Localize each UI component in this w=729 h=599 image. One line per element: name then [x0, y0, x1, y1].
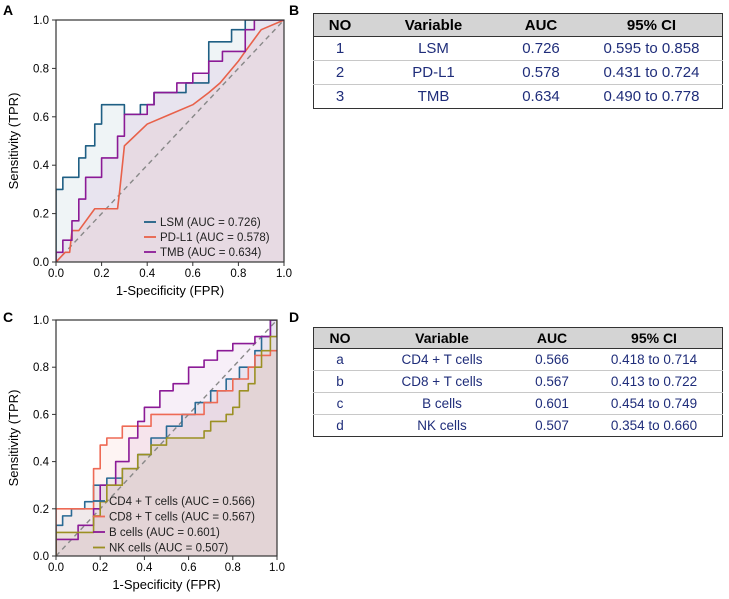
y-tick-label: 0.4	[33, 457, 50, 469]
header-auc: AUC	[518, 327, 586, 349]
cell-variable: CD8 + T cells	[366, 370, 518, 393]
y-tick-label: 0.0	[33, 551, 49, 563]
y-tick-label: 0.2	[33, 209, 49, 221]
cell-auc: 0.567	[518, 370, 586, 393]
legend-label-cd8: CD8 + T cells (AUC = 0.567)	[109, 512, 255, 524]
cell-no: 3	[335, 88, 345, 105]
panel-label-b: B	[289, 2, 300, 18]
y-tick-label: 0.2	[33, 504, 49, 516]
header-no: NO	[313, 13, 366, 37]
y-tick-label: 1.0	[33, 15, 49, 27]
x-tick-label: 0.0	[48, 268, 64, 280]
table-header-row: NO Variable AUC 95% CI	[313, 327, 723, 349]
cell-variable: NK cells	[417, 418, 467, 433]
x-tick-label: 0.2	[94, 268, 110, 280]
legend-label-bcells: B cells (AUC = 0.601)	[109, 527, 220, 539]
plot-frame	[55, 319, 278, 557]
cell-auc: 0.634	[522, 88, 560, 105]
cell-auc: 0.566	[518, 348, 586, 371]
cell-auc: 0.726	[501, 36, 581, 61]
x-tick-label: 0.8	[230, 268, 246, 280]
header-auc: AUC	[501, 13, 581, 37]
cell-auc: 0.507	[535, 418, 569, 433]
panel-label-d: D	[289, 309, 300, 325]
cell-ci: 0.354 to 0.660	[610, 418, 698, 433]
y-tick-label: 0.0	[33, 257, 49, 269]
legend-label-cd4: CD4 + T cells (AUC = 0.566)	[109, 496, 255, 508]
panel-label-c: C	[3, 309, 14, 325]
cell-variable: TMB	[417, 88, 450, 105]
y-axis-label: Sensitivity (TPR)	[6, 390, 21, 487]
table-row: b CD8 + T cells 0.567 0.413 to 0.722	[313, 370, 723, 393]
y-tick-label: 0.8	[33, 63, 49, 75]
y-tick-label: 0.4	[33, 160, 50, 172]
cell-ci: 0.490 to 0.778	[603, 88, 700, 105]
series-line-tmb	[56, 20, 284, 262]
x-tick-label: 0.0	[48, 562, 64, 574]
plot-area	[56, 320, 277, 556]
roc-chart-c: 0.0 0.2 0.4 0.6 0.8 1.0 0.0 0.2 0.4 0.6 0.8 1.0 1-Sp…	[6, 315, 285, 592]
legend-label-nk: NK cells (AUC = 0.507)	[109, 543, 228, 555]
roc-chart-a: 0.0 0.2 0.4 0.6 0.8 1.0 0.0 0.2 0.4 0.6 0.8 1.0 1-Sp…	[6, 15, 292, 298]
x-tick-label: 1.0	[269, 562, 285, 574]
x-tick-label: 0.6	[185, 268, 201, 280]
cell-ci: 0.418 to 0.714	[586, 348, 723, 371]
x-axis-label: 1-Specificity (FPR)	[116, 283, 224, 298]
table-header-row: NO Variable AUC 95% CI	[313, 13, 723, 37]
legend-label-pdl1: PD-L1 (AUC = 0.578)	[160, 232, 270, 244]
cell-no: a	[313, 348, 366, 371]
x-tick-label: 0.4	[136, 562, 153, 574]
y-tick-label: 0.8	[33, 362, 49, 374]
cell-ci: 0.431 to 0.724	[581, 60, 723, 85]
cell-ci: 0.413 to 0.722	[586, 370, 723, 393]
panel-label-a: A	[3, 2, 14, 18]
header-variable: Variable	[366, 327, 518, 349]
series-line-nk	[56, 320, 277, 556]
cell-variable: PD-L1	[366, 60, 501, 85]
cell-auc: 0.578	[501, 60, 581, 85]
cell-ci: 0.454 to 0.749	[586, 392, 723, 415]
y-tick-label: 0.6	[33, 409, 49, 421]
y-axis-label: Sensitivity (TPR)	[6, 93, 21, 190]
cell-variable: LSM	[366, 36, 501, 61]
table-row: 3 TMB 0.634 0.490 to 0.778	[314, 85, 723, 109]
diagonal-reference-line	[56, 20, 284, 262]
legend-label-tmb: TMB (AUC = 0.634)	[160, 247, 261, 259]
table-row: 2 PD-L1 0.578 0.431 to 0.724	[313, 60, 723, 85]
table-row: a CD4 + T cells 0.566 0.418 to 0.714	[313, 348, 723, 371]
x-tick-label: 1.0	[276, 268, 292, 280]
cell-variable: B cells	[366, 392, 518, 415]
header-ci: 95% CI	[586, 327, 723, 349]
cell-variable: CD4 + T cells	[366, 348, 518, 371]
legend-label-lsm: LSM (AUC = 0.726)	[160, 217, 261, 229]
cell-no: 1	[313, 36, 366, 61]
plot-frame	[55, 19, 285, 263]
table-row: c B cells 0.601 0.454 to 0.749	[313, 392, 723, 415]
cell-ci: 0.595 to 0.858	[581, 36, 723, 61]
header-ci: 95% CI	[581, 13, 723, 37]
x-tick-label: 0.2	[92, 562, 108, 574]
header-no: NO	[313, 327, 366, 349]
table-row: d NK cells 0.507 0.354 to 0.660	[314, 415, 723, 437]
area-cd8	[56, 350, 277, 556]
header-variable: Variable	[366, 13, 501, 37]
x-tick-label: 0.4	[139, 268, 156, 280]
x-tick-label: 0.8	[225, 562, 241, 574]
plot-area	[56, 20, 284, 262]
auc-table-d: NO Variable AUC 95% CI a CD4 + T cells 0…	[313, 327, 723, 437]
y-tick-label: 1.0	[33, 315, 49, 327]
table-row: 1 LSM 0.726 0.595 to 0.858	[313, 36, 723, 61]
cell-no: 2	[313, 60, 366, 85]
x-axis-label: 1-Specificity (FPR)	[112, 577, 220, 592]
cell-no: d	[336, 418, 344, 433]
auc-table-b: NO Variable AUC 95% CI 1 LSM 0.726 0.595…	[313, 13, 723, 109]
cell-auc: 0.601	[518, 392, 586, 415]
cell-no: b	[313, 370, 366, 393]
y-tick-label: 0.6	[33, 112, 49, 124]
series-line-bcells	[56, 320, 277, 556]
x-tick-label: 0.6	[181, 562, 197, 574]
cell-no: c	[313, 392, 366, 415]
series-line-pdl1	[56, 20, 284, 262]
